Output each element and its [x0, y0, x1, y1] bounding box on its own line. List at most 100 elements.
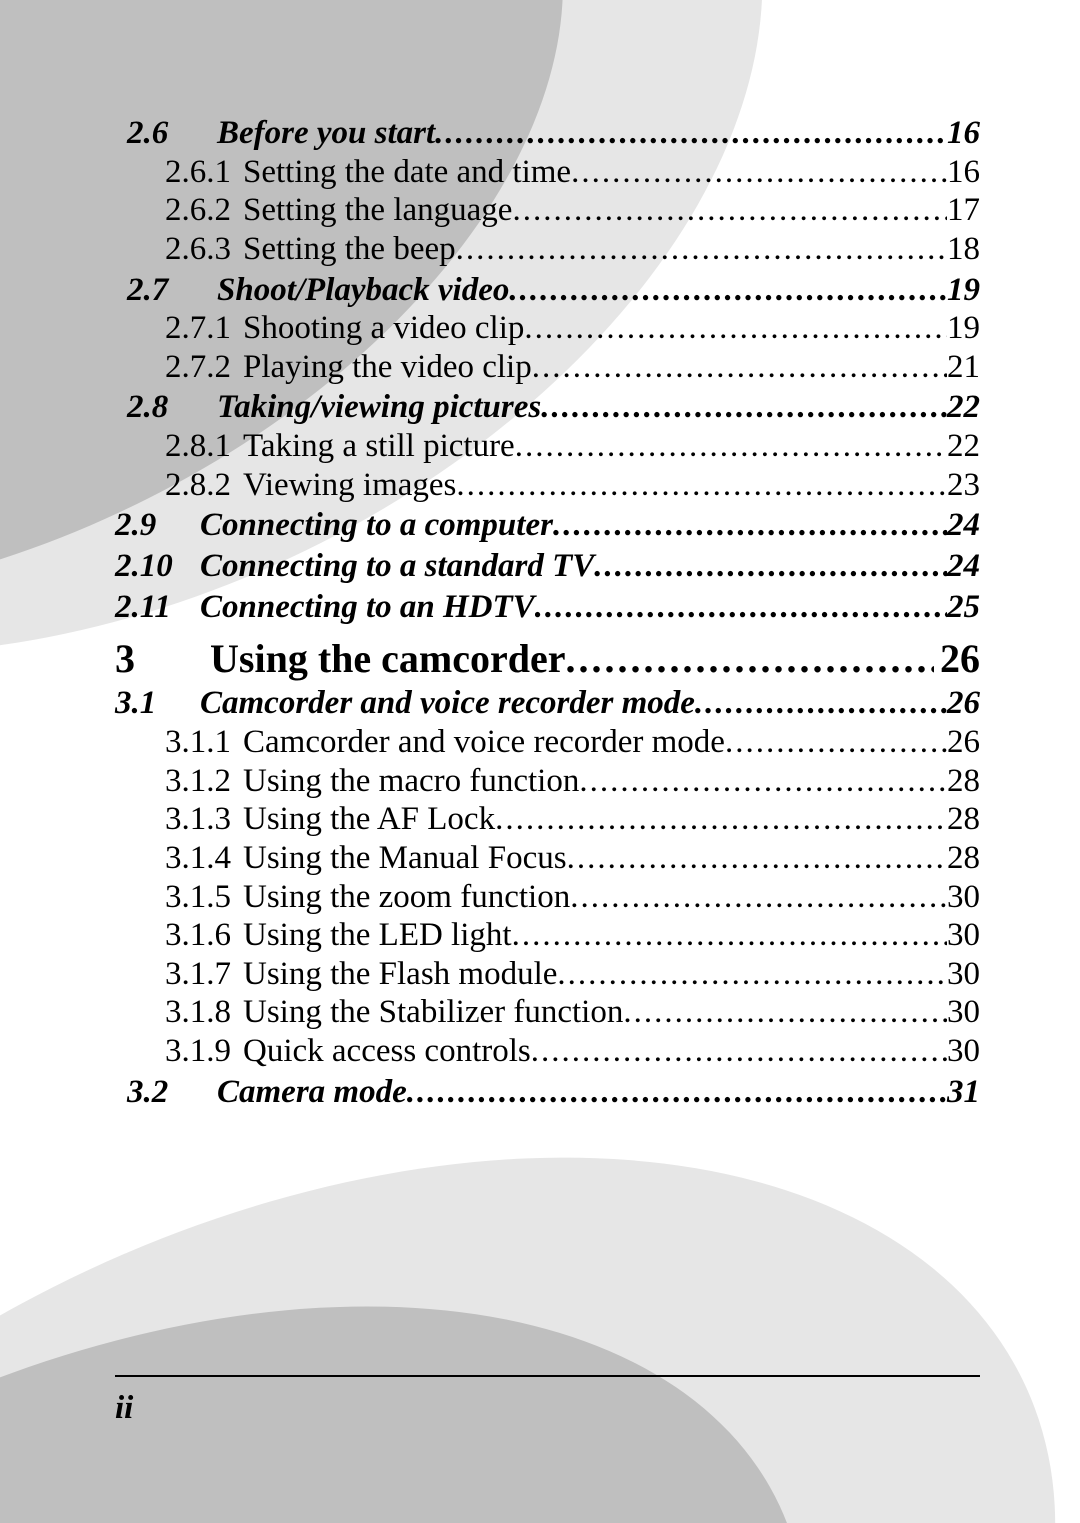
toc-entry: 2.10Connecting to a standard TV24 [115, 549, 980, 584]
toc-leader-dots [623, 995, 947, 1030]
toc-entry: 3.1.4Using the Manual Focus 28 [115, 841, 980, 876]
toc-entry-number: 3.1.4 [115, 841, 243, 876]
toc-entry-page: 25 [947, 590, 980, 625]
toc-leader-dots [435, 116, 947, 151]
toc-leader-dots [515, 429, 947, 464]
toc-entry-title: Camcorder and voice recorder mode [200, 686, 695, 721]
toc-leader-dots [456, 468, 947, 503]
toc-entry-number: 2.11 [115, 590, 200, 625]
toc-entry-page: 22 [947, 429, 980, 464]
toc-entry-number: 3.1.1 [115, 725, 243, 760]
toc-entry-title: Playing the video clip [243, 350, 532, 385]
toc-entry-page: 28 [947, 841, 980, 876]
toc-entry-page: 16 [947, 155, 980, 190]
toc-entry-number: 3.2 [127, 1075, 217, 1110]
toc-entry: 3.1.1Camcorder and voice recorder mode 26 [115, 725, 980, 760]
toc-entry-number: 3.1.2 [115, 764, 243, 799]
toc-entry-number: 3.1.9 [115, 1034, 243, 1069]
toc-entry: 2.8.2Viewing images 23 [115, 468, 980, 503]
toc-entry-number: 3.1.3 [115, 802, 243, 837]
toc-entry-title: Taking a still picture [243, 429, 515, 464]
toc-leader-dots [594, 549, 947, 584]
toc-entry: 2.8Taking/viewing pictures22 [115, 390, 980, 425]
toc-entry-page: 30 [947, 918, 980, 953]
toc-entry-title: Shooting a video clip [243, 311, 524, 346]
toc-entry: 2.6.2Setting the language17 [115, 193, 980, 228]
toc-entry-title: Using the AF Lock [243, 802, 495, 837]
toc-entry-page: 19 [947, 311, 980, 346]
toc-leader-dots [509, 273, 947, 308]
toc-entry-page: 19 [947, 273, 980, 308]
toc-entry: 3.1.2Using the macro function28 [115, 764, 980, 799]
toc-entry-number: 2.6 [127, 116, 217, 151]
toc-entry-page: 17 [947, 193, 980, 228]
toc-entry: 3.2Camera mode31 [115, 1075, 980, 1110]
toc-entry-number: 2.6.1 [115, 155, 243, 190]
toc-leader-dots [565, 638, 934, 680]
toc-leader-dots [512, 193, 947, 228]
toc-entry-number: 2.8.2 [115, 468, 243, 503]
toc-entry-page: 21 [947, 350, 980, 385]
toc-entry-title: Setting the language [243, 193, 512, 228]
toc-entry: 2.9Connecting to a computer24 [115, 508, 980, 543]
toc-entry-title: Connecting to a standard TV [200, 549, 594, 584]
toc-entry-title: Using the camcorder [210, 638, 565, 680]
toc-entry-title: Viewing images [243, 468, 456, 503]
toc-entry-number: 2.7.1 [115, 311, 243, 346]
toc-leader-dots [541, 390, 947, 425]
toc-entry-page: 23 [947, 468, 980, 503]
toc-leader-dots [695, 686, 947, 721]
toc-entry: 2.7.2Playing the video clip 21 [115, 350, 980, 385]
toc-entry: 3.1.9Quick access controls 30 [115, 1034, 980, 1069]
toc-entry-number: 2.8 [127, 390, 217, 425]
toc-leader-dots [725, 725, 947, 760]
toc-entry-title: Quick access controls [243, 1034, 531, 1069]
toc-entry: 3Using the camcorder 26 [115, 638, 980, 680]
toc-entry-title: Using the zoom function [243, 880, 570, 915]
toc-entry-page: 30 [947, 880, 980, 915]
toc-entry-page: 24 [947, 508, 980, 543]
toc-entry-page: 26 [947, 686, 980, 721]
toc-entry: 2.11Connecting to an HDTV25 [115, 590, 980, 625]
toc-entry-page: 18 [947, 232, 980, 267]
toc-entry-page: 30 [947, 1034, 980, 1069]
table-of-contents: 2.6Before you start162.6.1Setting the da… [115, 110, 980, 1109]
toc-entry-number: 2.8.1 [115, 429, 243, 464]
toc-leader-dots [579, 764, 947, 799]
toc-leader-dots [407, 1075, 947, 1110]
toc-entry-number: 2.7.2 [115, 350, 243, 385]
toc-leader-dots [532, 350, 947, 385]
toc-entry-number: 3.1.5 [115, 880, 243, 915]
toc-leader-dots [495, 802, 947, 837]
toc-entry-title: Using the Stabilizer function [243, 995, 623, 1030]
toc-entry-number: 2.7 [127, 273, 217, 308]
toc-leader-dots [531, 1034, 947, 1069]
toc-entry-number: 3 [115, 638, 210, 680]
toc-entry-page: 26 [947, 725, 980, 760]
toc-entry: 2.7Shoot/Playback video19 [115, 273, 980, 308]
toc-entry-title: Camcorder and voice recorder mode [243, 725, 725, 760]
toc-entry-title: Before you start [217, 116, 435, 151]
toc-entry-title: Using the Flash module [243, 957, 557, 992]
toc-entry-title: Camera mode [217, 1075, 407, 1110]
footer-rule [115, 1375, 980, 1377]
toc-entry-page: 30 [947, 995, 980, 1030]
toc-entry-title: Connecting to a computer [200, 508, 553, 543]
toc-entry: 3.1.6Using the LED light 30 [115, 918, 980, 953]
toc-entry-title: Setting the beep [243, 232, 456, 267]
toc-leader-dots [456, 232, 947, 267]
page-number: ii [115, 1390, 133, 1427]
toc-leader-dots [535, 590, 947, 625]
toc-entry: 3.1.8Using the Stabilizer function30 [115, 995, 980, 1030]
toc-entry: 2.7.1Shooting a video clip 19 [115, 311, 980, 346]
toc-entry: 2.8.1Taking a still picture 22 [115, 429, 980, 464]
toc-entry-page: 22 [947, 390, 980, 425]
toc-entry-title: Using the LED light [243, 918, 512, 953]
toc-entry-title: Using the macro function [243, 764, 579, 799]
toc-leader-dots [567, 841, 947, 876]
toc-entry-number: 3.1.6 [115, 918, 243, 953]
toc-leader-dots [571, 155, 947, 190]
toc-entry: 3.1Camcorder and voice recorder mode26 [115, 686, 980, 721]
toc-entry-title: Using the Manual Focus [243, 841, 567, 876]
toc-leader-dots [553, 508, 947, 543]
